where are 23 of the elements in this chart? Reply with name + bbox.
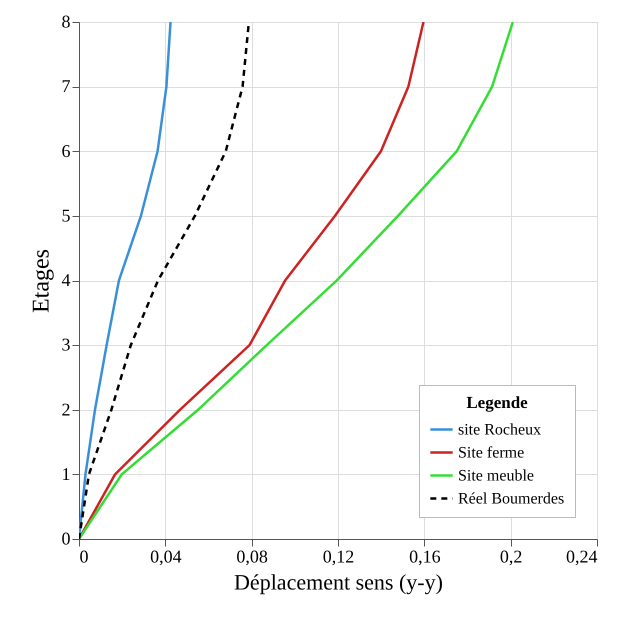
x-tick-label: 0,2 — [500, 546, 522, 566]
legend-label: Site ferme — [458, 444, 524, 462]
x-tick-label: 0 — [80, 546, 88, 566]
y-axis-title: Etages — [28, 249, 54, 313]
y-tick-label: 2 — [62, 399, 70, 420]
legend-label: Site meuble — [458, 468, 534, 484]
x-tick-label: 0,16 — [409, 546, 441, 566]
x-tick-label: 0,04 — [150, 546, 182, 566]
x-tick-label: 0,12 — [322, 546, 354, 566]
y-tick-label: 7 — [62, 76, 70, 96]
y-tick-label: 1 — [62, 464, 70, 484]
y-tick-label: 5 — [62, 205, 70, 226]
y-tick-label: 8 — [62, 12, 70, 32]
y-tick-label: 0 — [62, 528, 70, 548]
legend-label: site Rocheux — [458, 422, 542, 438]
y-tick-label: 6 — [62, 140, 70, 161]
x-tick-label: 0,24 — [566, 546, 598, 566]
x-tick-label: 0,08 — [236, 546, 268, 566]
y-tick-label: 4 — [62, 270, 70, 290]
legend-title: Legende — [466, 393, 528, 412]
legend-label: Réel Boumerdes — [458, 490, 564, 508]
y-tick-label: 3 — [62, 334, 70, 355]
x-axis-title: Déplacement sens (y-y) — [234, 570, 443, 594]
